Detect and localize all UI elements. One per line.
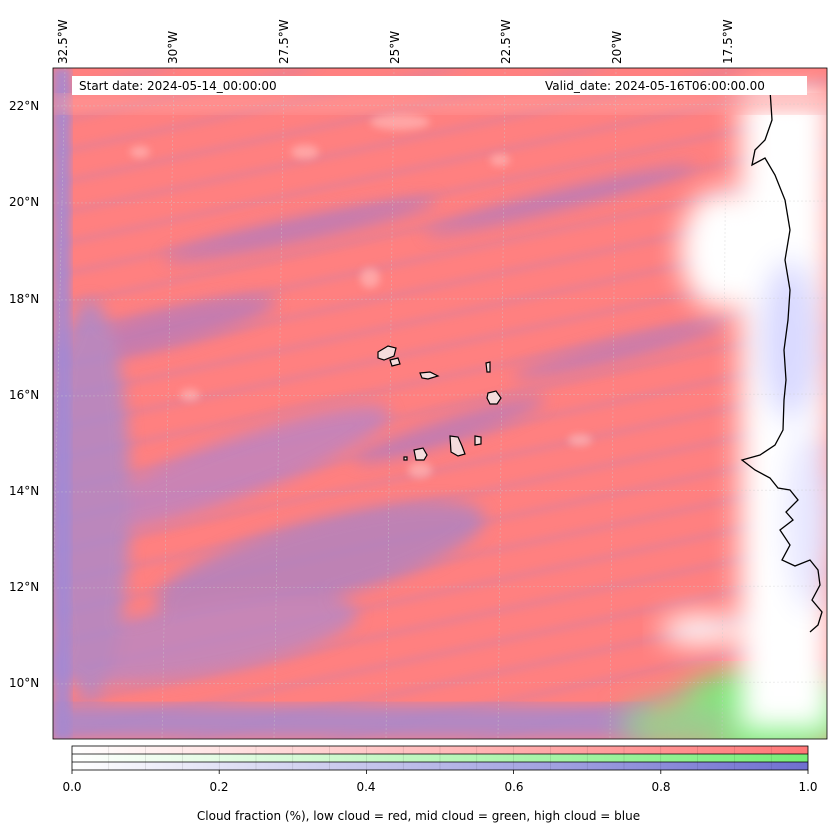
- colorbar-mid-cloud: [72, 754, 808, 762]
- lon-label: 22.5°W: [499, 19, 513, 64]
- colorbar-tick-label: 0.6: [504, 780, 524, 794]
- colorbar-tick-label: 0.8: [651, 780, 671, 794]
- colorbar-high-cloud: [72, 762, 808, 770]
- lon-label: 32.5°W: [56, 19, 70, 64]
- lon-label: 20°W: [610, 30, 624, 64]
- colorbar-tick-label: 0.2: [209, 780, 229, 794]
- map-frame: [52, 67, 828, 740]
- lat-label: 20°N: [9, 195, 40, 209]
- map-area: [53, 68, 827, 739]
- colorbar-tick-label: 1.0: [798, 780, 818, 794]
- cape-verde-islands: [377, 345, 502, 461]
- colorbar-caption: Cloud fraction (%), low cloud = red, mid…: [196, 809, 641, 823]
- colorbar-tick-label: 0.0: [62, 780, 82, 794]
- high-cloud-layer: [53, 164, 727, 700]
- graticule: [53, 68, 827, 739]
- colorbar-low-cloud: [72, 746, 808, 754]
- valid-date-label: Valid_date: 2024-05-16T06:00:00.00: [545, 79, 765, 93]
- lon-label: 30°W: [166, 30, 180, 64]
- lon-label: 17.5°W: [721, 19, 735, 64]
- date-header-bar: [72, 76, 807, 95]
- lat-label: 18°N: [9, 292, 40, 306]
- lat-label: 12°N: [9, 580, 40, 594]
- lat-label: 14°N: [9, 484, 40, 498]
- start-date-label: Start date: 2024-05-14_00:00:00: [79, 79, 277, 93]
- colorbar-tick-label: 0.4: [356, 780, 376, 794]
- lat-label: 16°N: [9, 388, 40, 402]
- africa-coastline: [740, 89, 823, 633]
- colorbar: [71, 745, 809, 774]
- lon-label: 27.5°W: [277, 19, 291, 64]
- lat-label: 22°N: [9, 99, 40, 113]
- lon-label: 25°W: [388, 30, 402, 64]
- lat-label: 10°N: [9, 676, 40, 690]
